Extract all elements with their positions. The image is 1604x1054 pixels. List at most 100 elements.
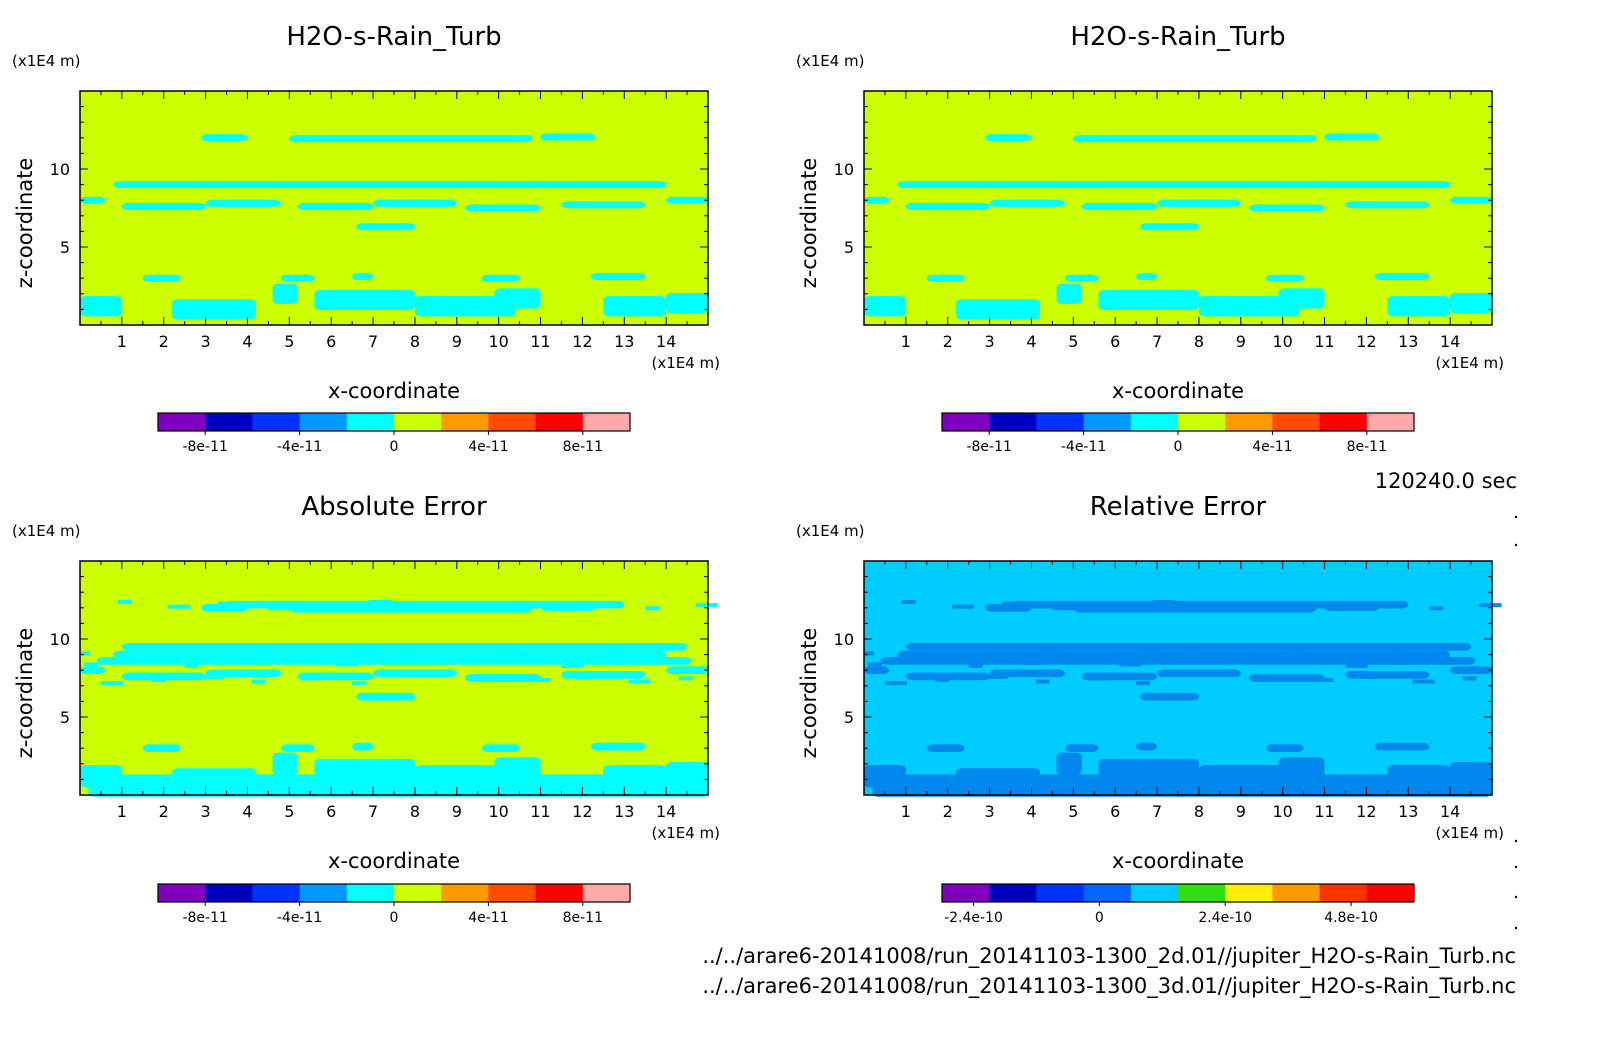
- x-ticks: [79, 91, 709, 325]
- margin-dot: [1514, 543, 1518, 547]
- feature-region: [297, 202, 374, 210]
- feature-region: [201, 134, 248, 142]
- x-axis-label: x-coordinate: [328, 849, 460, 873]
- feature-region: [1157, 669, 1241, 678]
- feature-region: [1249, 674, 1325, 682]
- x-tick-label: 12: [1356, 802, 1376, 821]
- x-tick-label: 13: [614, 332, 634, 351]
- colorbar-segment: [158, 884, 206, 902]
- x-tick-label: 1: [901, 802, 911, 821]
- error-speck: [1291, 648, 1302, 653]
- colorbar-label: 0: [390, 439, 399, 455]
- x-tick-label: 9: [452, 332, 462, 351]
- colorbar-label: -8e-11: [182, 439, 227, 455]
- feature-region: [314, 289, 415, 311]
- colorbar-segment: [488, 413, 537, 431]
- feature-region: [80, 196, 106, 204]
- feature-region: [864, 196, 890, 204]
- error-speck: [440, 777, 451, 782]
- error-speck: [674, 785, 685, 790]
- feature-region: [1374, 742, 1430, 751]
- error-speck: [1458, 785, 1469, 790]
- feature-region: [666, 196, 708, 204]
- time-label: 120240.0 sec: [1375, 469, 1517, 493]
- feature-region: [373, 199, 457, 207]
- x-tick-label: 5: [284, 802, 294, 821]
- margin-dot: [1514, 926, 1518, 930]
- error-speck: [594, 601, 617, 606]
- colorbar-label: -2.4e-10: [944, 910, 1003, 926]
- x-tick-label: 6: [1110, 802, 1120, 821]
- error-speck: [1224, 777, 1235, 782]
- error-speck: [661, 657, 684, 662]
- feature-region: [897, 181, 1451, 189]
- feature-region: [1265, 744, 1304, 753]
- error-speck: [368, 600, 391, 604]
- colorbar-label: 8e-11: [563, 439, 603, 455]
- error-speck: [935, 678, 950, 682]
- x-tick-label: 9: [1236, 332, 1246, 351]
- colorbar-segment: [989, 884, 1037, 902]
- colorbar-segment: [535, 413, 584, 431]
- x-axis-label: x-coordinate: [1112, 379, 1244, 403]
- error-speck: [1358, 784, 1369, 789]
- y-axis-label: z-coordinate: [13, 158, 37, 289]
- colorbar-label: -4e-11: [1061, 439, 1106, 455]
- colorbar-segment: [989, 413, 1037, 431]
- colorbar-segment: [158, 413, 206, 431]
- feature-region: [1450, 666, 1492, 675]
- error-speck: [1106, 784, 1125, 789]
- error-speck: [1412, 679, 1435, 684]
- colorbar-segment: [1130, 413, 1179, 431]
- x-unit-label: (x1E4 m): [1435, 824, 1504, 842]
- error-speck: [1190, 646, 1201, 651]
- feature-region: [80, 296, 122, 317]
- feature-region: [905, 202, 990, 210]
- error-speck: [134, 659, 157, 664]
- y-tick-label: 10: [834, 630, 854, 649]
- error-speck: [985, 674, 1008, 679]
- colorbar-segment: [582, 884, 631, 902]
- x-tick-label: 6: [326, 802, 336, 821]
- colorbar-frame: [941, 883, 1415, 903]
- error-speck: [1395, 660, 1410, 665]
- colorbar-label: -8e-11: [182, 910, 227, 926]
- error-speck: [218, 601, 233, 606]
- error-speck: [490, 774, 509, 779]
- feature-region: [590, 273, 646, 281]
- y-tick-label: 5: [60, 708, 70, 727]
- error-speck: [1207, 785, 1226, 790]
- feature-region: [864, 296, 906, 317]
- y-tick-label: 5: [844, 238, 854, 257]
- error-speck: [1085, 676, 1108, 681]
- feature-region: [280, 744, 315, 753]
- x-tick-label: 14: [656, 332, 676, 351]
- feature-region: [1249, 204, 1325, 212]
- feature-region: [172, 299, 256, 320]
- panel-title: Relative Error: [1090, 492, 1267, 522]
- error-speck: [423, 785, 442, 790]
- x-tick-label: 11: [1314, 802, 1334, 821]
- feature-region: [352, 273, 374, 281]
- colorbar-label: 0: [390, 910, 399, 926]
- x-tick-label: 5: [1068, 332, 1078, 351]
- feature-region: [142, 744, 181, 753]
- error-speck: [234, 660, 257, 665]
- feature-region: [1064, 744, 1099, 753]
- feature-region: [603, 296, 667, 317]
- margin-dot: [1514, 839, 1518, 843]
- error-speck: [456, 651, 475, 656]
- colorbar-label: 2.4e-10: [1198, 910, 1252, 926]
- feature-region: [956, 299, 1040, 320]
- error-speck: [306, 645, 317, 650]
- colorbar-segment: [1225, 413, 1273, 431]
- colorbar-label: 4e-11: [1252, 439, 1292, 455]
- margin-dot: [1514, 895, 1518, 899]
- feature-region: [1324, 133, 1379, 141]
- feature-region: [272, 283, 298, 304]
- error-speck: [201, 674, 224, 679]
- feature-region: [985, 134, 1032, 142]
- feature-region: [356, 223, 415, 231]
- feature-region: [1140, 692, 1199, 701]
- colorbar-segment: [1225, 884, 1273, 902]
